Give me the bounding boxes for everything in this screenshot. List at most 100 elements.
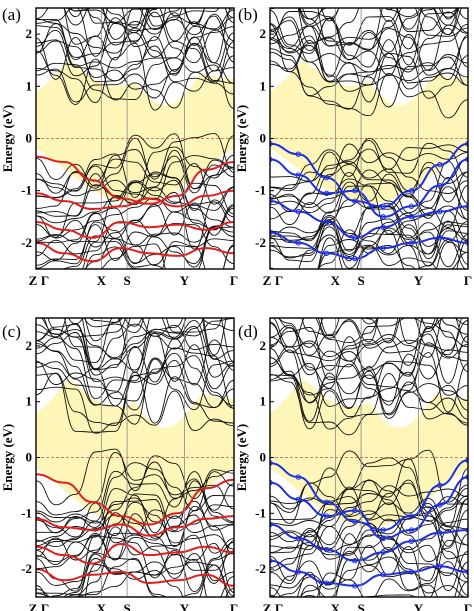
kpoint-label: Γ bbox=[275, 601, 283, 611]
conduction-band-line bbox=[270, 29, 468, 92]
projection-marker bbox=[352, 188, 358, 194]
valence-band-line bbox=[36, 526, 234, 586]
y-tick-label: 0 bbox=[260, 450, 267, 465]
valence-band-line bbox=[36, 532, 234, 596]
projection-marker bbox=[408, 527, 415, 533]
projection-marker bbox=[437, 161, 443, 168]
projection-marker bbox=[323, 499, 330, 505]
y-axis-title: Energy (eV) bbox=[234, 424, 249, 492]
conduction-band-line bbox=[36, 318, 234, 371]
y-tick-label: -2 bbox=[255, 561, 266, 576]
projection-marker bbox=[323, 513, 330, 519]
kpoint-label: X bbox=[97, 601, 107, 611]
conduction-band-line bbox=[99, 8, 234, 32]
y-tick-label: 1 bbox=[260, 78, 267, 93]
y-tick-label: -1 bbox=[255, 505, 266, 520]
kpoint-label: Γ bbox=[41, 273, 49, 288]
kpoint-label: Y bbox=[414, 273, 424, 288]
conduction-band-line bbox=[270, 371, 468, 430]
kpoint-label: Z bbox=[263, 601, 272, 611]
highlighted-band-2 bbox=[270, 200, 468, 239]
projection-marker bbox=[270, 558, 273, 564]
valence-band-line bbox=[36, 512, 234, 565]
valence-band-line bbox=[317, 237, 468, 269]
conduction-band-line bbox=[83, 318, 145, 334]
kpoint-label: Γ bbox=[275, 273, 283, 288]
valence-band-line bbox=[270, 202, 468, 242]
projection-marker bbox=[352, 507, 358, 514]
valence-band-line bbox=[82, 238, 234, 269]
projection-marker bbox=[352, 234, 358, 241]
projection-marker bbox=[408, 240, 415, 246]
valence-band-line bbox=[36, 158, 234, 209]
valence-band-line bbox=[36, 155, 234, 201]
projection-marker bbox=[380, 571, 386, 578]
kpoint-label: Y bbox=[180, 601, 190, 611]
kpoint-label: S bbox=[123, 273, 130, 288]
plot-area bbox=[270, 318, 468, 597]
projection-marker bbox=[408, 203, 415, 210]
highlighted-band-3 bbox=[36, 568, 234, 587]
conduction-band-line bbox=[36, 64, 234, 109]
conduction-band-line bbox=[63, 8, 220, 29]
valence-band-line bbox=[36, 448, 234, 506]
valence-band-line bbox=[36, 542, 234, 597]
conduction-band-line bbox=[270, 373, 468, 436]
conduction-band-line bbox=[270, 356, 468, 407]
conduction-band-line bbox=[278, 318, 401, 348]
y-tick-label: 0 bbox=[26, 450, 33, 465]
projection-marker bbox=[295, 535, 301, 542]
conduction-band-line bbox=[36, 11, 234, 64]
valence-band-line bbox=[270, 485, 468, 527]
projection-marker bbox=[437, 482, 443, 489]
kpoint-label: Z bbox=[29, 601, 38, 611]
conduction-band-line bbox=[270, 8, 468, 51]
valence-band-line bbox=[36, 451, 234, 516]
kpoint-label: X bbox=[97, 273, 107, 288]
valence-band-line bbox=[270, 496, 468, 560]
valence-band-line bbox=[270, 498, 468, 549]
valence-band-line bbox=[270, 160, 468, 214]
kpoint-label: Γ bbox=[230, 273, 238, 288]
conduction-band-line bbox=[270, 320, 468, 381]
y-tick-label: 2 bbox=[26, 338, 33, 353]
y-tick-label: 2 bbox=[260, 338, 267, 353]
conduction-band-line bbox=[270, 348, 468, 406]
kpoint-label: Γ bbox=[230, 601, 238, 611]
conduction-band-line bbox=[47, 318, 127, 338]
valence-band-line bbox=[36, 197, 234, 239]
kpoint-label: Γ bbox=[464, 601, 472, 611]
projection-marker bbox=[380, 527, 386, 533]
highlighted-band-1 bbox=[270, 476, 468, 540]
highlighted-bands bbox=[36, 155, 234, 263]
valence-band-line bbox=[278, 539, 468, 597]
conduction-band-line bbox=[36, 332, 234, 400]
valence-band-line bbox=[270, 482, 468, 538]
projection-marker bbox=[270, 521, 273, 528]
valence-band-line bbox=[270, 137, 468, 198]
plot-area bbox=[36, 318, 234, 597]
conduction-band-line bbox=[36, 323, 234, 378]
conduction-band-line bbox=[36, 36, 234, 95]
valence-band-line bbox=[302, 547, 468, 597]
projection-marker bbox=[437, 563, 443, 570]
valence-band-line bbox=[270, 216, 468, 259]
valence-band-line bbox=[270, 139, 468, 182]
conduction-band-line bbox=[36, 343, 234, 409]
valence-band-line bbox=[270, 222, 468, 269]
projection-marker bbox=[270, 479, 273, 486]
projection-marker bbox=[437, 182, 443, 189]
highlighted-band-0 bbox=[36, 473, 234, 526]
conduction-band-line bbox=[86, 8, 234, 49]
projection-marker bbox=[380, 203, 386, 210]
projection-marker bbox=[380, 549, 386, 556]
projection-marker bbox=[270, 156, 273, 163]
projection-marker bbox=[437, 208, 443, 215]
y-tick-label: 1 bbox=[26, 394, 33, 409]
conduction-band-line bbox=[270, 60, 468, 119]
valence-band-line bbox=[36, 179, 234, 230]
projection-marker bbox=[380, 224, 386, 230]
conduction-band-line bbox=[317, 8, 468, 47]
y-axis-title: Energy (eV) bbox=[0, 105, 15, 173]
